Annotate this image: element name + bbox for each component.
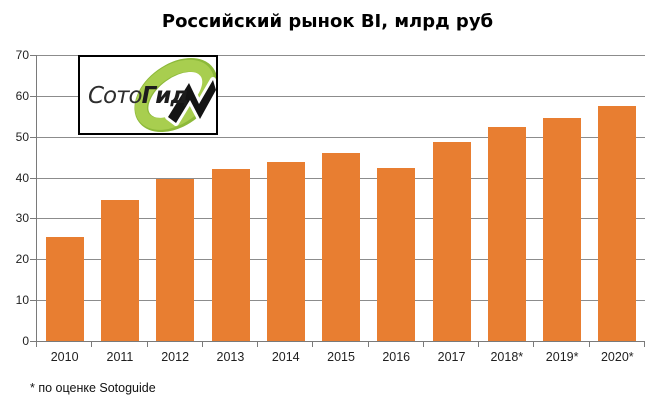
bar-2013 [211,169,250,341]
bar-2014 [266,162,305,341]
x-tick [368,341,369,347]
x-tick-label: 2013 [216,350,245,364]
x-tick-label: 2011 [106,350,134,364]
y-tick [30,341,37,342]
x-tick-label: 2017 [437,350,466,364]
x-tick-label: 2020* [600,350,634,364]
x-tick-label: 2016 [382,350,411,364]
x-tick-label: 2015 [327,350,355,364]
logo-text: СотоГид [88,83,189,109]
bar-2019 [543,118,582,341]
x-tick [478,341,479,347]
logo-ring-arrow-icon [134,57,216,133]
bar-2015 [322,153,360,341]
x-tick-label: 2014 [271,350,300,364]
y-tick [30,55,37,56]
gridline [37,137,645,138]
footnote: * по оценке Sotoguide [30,381,156,395]
x-tick-label: 2019* [545,350,579,364]
bar-2010 [45,236,84,341]
sotoguide-logo: СотоГид [78,55,218,135]
y-tick [30,300,37,301]
y-tick-label: 10 [15,293,29,307]
bar-2017 [432,141,471,341]
logo-text-regular: Сото [88,83,143,109]
y-tick [30,96,37,97]
x-axis-line [36,341,645,342]
gridline [37,96,645,97]
x-tick [202,341,203,347]
x-tick [91,341,92,347]
x-tick [589,341,590,347]
y-tick-label: 0 [22,334,29,348]
bar-2016 [377,167,416,341]
logo-text-bold: Гид [141,83,189,109]
x-tick [36,341,37,347]
bar-2011 [100,200,139,341]
x-tick [147,341,148,347]
chart-title: Российский рынок BI, млрд руб [161,11,494,32]
y-tick [30,178,37,179]
y-axis-line [36,55,37,342]
y-tick [30,218,37,219]
x-tick [312,341,313,347]
x-tick [533,341,534,347]
y-tick-label: 30 [15,211,29,225]
bar-2018 [487,126,526,341]
y-tick-label: 40 [15,171,29,185]
x-tick-label: 2012 [161,350,190,364]
x-tick-label: 2018* [490,350,524,364]
bar-2012 [156,178,195,341]
y-tick-label: 20 [15,252,29,266]
y-tick [30,259,37,260]
y-tick-label: 50 [15,130,29,144]
x-tick [644,341,645,347]
x-tick-label: 2010 [50,350,79,364]
y-tick-label: 70 [15,48,29,62]
gridline [37,55,645,56]
x-tick [257,341,258,347]
y-tick [30,137,37,138]
bar-2020 [598,106,637,341]
x-tick [423,341,424,347]
y-tick-label: 60 [15,89,29,103]
